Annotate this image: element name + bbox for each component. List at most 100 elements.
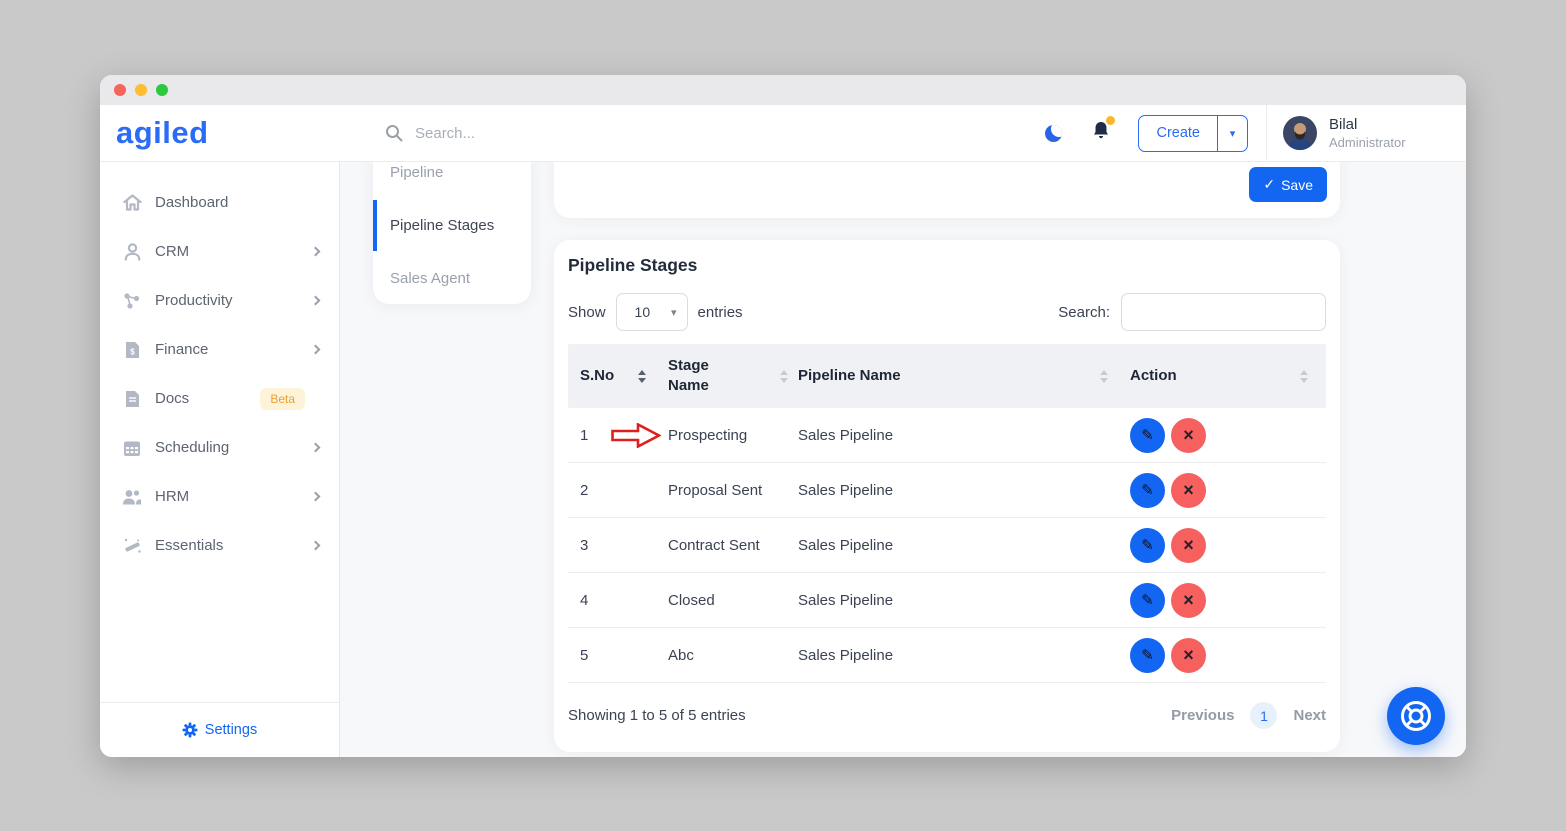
entries-label: entries — [697, 303, 743, 321]
sidebar-item-essentials[interactable]: Essentials — [100, 521, 339, 570]
sort-icon — [638, 369, 646, 383]
close-icon: × — [1183, 479, 1194, 500]
cell-sno: 2 — [580, 481, 589, 499]
bell-icon — [1094, 122, 1109, 139]
sidebar-item-docs[interactable]: Docs Beta — [100, 374, 339, 423]
column-header-action[interactable]: Action — [1118, 344, 1318, 408]
column-header-sno[interactable]: S.No — [568, 344, 656, 408]
delete-button[interactable]: × — [1171, 582, 1206, 618]
cell-sno: 3 — [580, 536, 589, 554]
delete-button[interactable]: × — [1171, 527, 1206, 563]
subnav-item-pipeline-stages[interactable]: Pipeline Stages — [373, 199, 531, 252]
table-search-label: Search: — [1058, 303, 1110, 321]
sidebar-item-scheduling[interactable]: Scheduling — [100, 423, 339, 472]
top-header: agiled Create ▾ — [100, 105, 1466, 162]
table-search-input[interactable] — [1121, 293, 1326, 331]
close-icon: × — [1183, 589, 1194, 610]
check-icon: ✓ — [1263, 176, 1276, 192]
page-length-select[interactable]: 10 ▾ — [615, 293, 688, 331]
sidebar-item-label: Finance — [155, 341, 209, 358]
invoice-icon: $ — [122, 341, 142, 359]
cell-stage-name: Closed — [668, 591, 715, 609]
edit-button[interactable]: ✎ — [1130, 637, 1165, 673]
sort-icon — [1300, 369, 1308, 383]
column-header-stage-name[interactable]: Stage Name — [656, 344, 798, 408]
nodes-icon — [122, 292, 142, 310]
cell-pipeline-name: Sales Pipeline — [798, 591, 894, 609]
user-menu[interactable]: Bilal Administrator — [1266, 105, 1466, 161]
delete-button[interactable]: × — [1171, 637, 1206, 673]
avatar — [1283, 116, 1317, 150]
save-button[interactable]: ✓ Save — [1249, 167, 1327, 202]
table-row: 1 Prospecting Sales Pipeline ✎ × — [568, 408, 1326, 463]
settings-label: Settings — [204, 722, 258, 738]
wand-icon — [122, 537, 142, 555]
subnav-item-sales-agent[interactable]: Sales Agent — [390, 270, 471, 287]
cell-stage-name: Contract Sent — [668, 536, 760, 554]
stage-form-card: ✓ Save — [554, 162, 1340, 218]
maximize-window-icon[interactable] — [156, 84, 168, 96]
next-page-button[interactable]: Next — [1293, 707, 1326, 724]
close-icon: × — [1183, 644, 1194, 665]
create-button[interactable]: Create — [1156, 125, 1200, 141]
content-area: Pipeline Pipeline Stages Sales Agent ✓ S… — [340, 162, 1466, 757]
delete-button[interactable]: × — [1171, 417, 1206, 453]
notification-dot — [1106, 116, 1116, 125]
delete-button[interactable]: × — [1171, 472, 1206, 508]
edit-button[interactable]: ✎ — [1130, 582, 1165, 618]
pencil-icon: ✎ — [1141, 537, 1154, 554]
page-number-button[interactable]: 1 — [1250, 702, 1278, 729]
page-title: Pipeline Stages — [568, 255, 698, 275]
edit-button[interactable]: ✎ — [1130, 472, 1165, 508]
global-search-input[interactable] — [415, 124, 635, 142]
sidebar-item-crm[interactable]: CRM — [100, 227, 339, 276]
pencil-icon: ✎ — [1141, 647, 1154, 664]
sidebar-item-productivity[interactable]: Productivity — [100, 276, 339, 325]
pencil-icon: ✎ — [1141, 427, 1154, 444]
column-header-pipeline-name[interactable]: Pipeline Name — [798, 344, 1118, 408]
header-actions: Create ▾ Bilal Administrator — [1045, 105, 1466, 161]
help-button[interactable] — [1387, 687, 1445, 745]
sidebar-item-dashboard[interactable]: Dashboard — [100, 178, 339, 227]
create-split-button: Create ▾ — [1138, 114, 1248, 152]
show-label: Show — [568, 303, 606, 321]
user-name: Bilal — [1329, 116, 1358, 133]
sidebar-item-finance[interactable]: $ Finance — [100, 325, 339, 374]
table-row: 4 Closed Sales Pipeline ✎ × — [568, 573, 1326, 628]
edit-button[interactable]: ✎ — [1130, 527, 1165, 563]
beta-badge: Beta — [260, 387, 305, 410]
cell-sno: 1 — [580, 426, 589, 444]
cell-pipeline-name: Sales Pipeline — [798, 426, 894, 444]
previous-page-button[interactable]: Previous — [1171, 707, 1235, 724]
sort-icon — [780, 369, 788, 383]
pagination: Previous 1 Next — [1171, 702, 1326, 729]
calendar-icon — [122, 439, 142, 457]
app-logo[interactable]: agiled — [116, 115, 209, 150]
sidebar-item-label: Scheduling — [155, 439, 230, 456]
cell-stage-name: Abc — [668, 646, 694, 664]
minimize-window-icon[interactable] — [135, 84, 147, 96]
create-dropdown-button[interactable]: ▾ — [1217, 115, 1247, 151]
sidebar-item-hrm[interactable]: HRM — [100, 472, 339, 521]
dark-mode-icon[interactable] — [1045, 124, 1063, 142]
chevron-right-icon — [310, 442, 321, 453]
close-icon: × — [1183, 424, 1194, 445]
chevron-right-icon — [310, 344, 321, 355]
lifebuoy-icon — [1401, 701, 1431, 731]
close-window-icon[interactable] — [114, 84, 126, 96]
notifications-button[interactable] — [1091, 116, 1116, 146]
table-row: 2 Proposal Sent Sales Pipeline ✎ × — [568, 463, 1326, 518]
subnav-item-pipeline[interactable]: Pipeline — [390, 164, 444, 181]
table-header-row: S.No Stage Name Pipeline Name Actio — [568, 344, 1326, 408]
cell-sno: 5 — [580, 646, 589, 664]
chevron-right-icon — [310, 540, 321, 551]
chevron-down-icon: ▾ — [1229, 127, 1236, 140]
sidebar-item-label: HRM — [155, 488, 190, 505]
svg-text:$: $ — [130, 347, 135, 356]
main-sidebar: Dashboard CRM Productivity — [100, 162, 340, 757]
settings-button[interactable]: Settings — [100, 702, 339, 757]
showing-entries-text: Showing 1 to 5 of 5 entries — [568, 707, 746, 724]
pipeline-stages-table: S.No Stage Name Pipeline Name Actio — [568, 344, 1326, 683]
app-window: agiled Create ▾ — [100, 75, 1466, 757]
edit-button[interactable]: ✎ — [1130, 417, 1165, 453]
